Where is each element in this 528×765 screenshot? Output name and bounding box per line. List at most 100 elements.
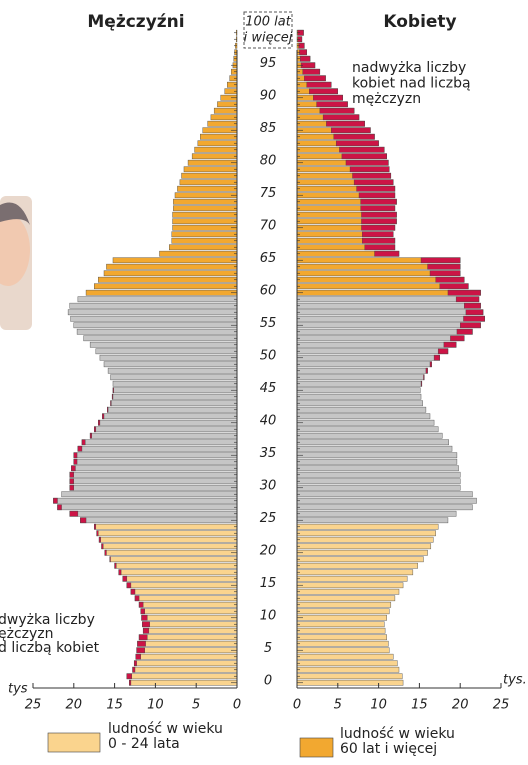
excess-bar [353,179,394,186]
bar [71,465,238,472]
bar [296,354,441,361]
excess-bar [316,101,348,108]
bar [296,452,458,459]
bar [296,309,484,316]
excess-bar [89,432,92,439]
excess-bar [142,627,150,634]
excess-bar [118,569,122,576]
x-tick-label: 10 [147,698,164,713]
bar [118,569,238,576]
excess-bar [81,439,86,446]
age-label: 50 [260,348,277,363]
legend-label: 0 - 24 lata [108,736,180,752]
bar [130,588,238,595]
x-tick-label: 20 [452,698,469,713]
bar [73,322,238,329]
excess-bar [433,354,441,361]
bar [98,276,238,283]
excess-bar [360,205,396,212]
bar [140,608,238,615]
oldest-label: 100 lat [245,15,292,30]
bar [142,621,238,628]
age-label: 40 [260,413,277,428]
bar [73,452,238,459]
excess-bar [464,302,481,309]
bar [181,172,238,179]
excess-bar [130,588,136,595]
bar [110,400,238,407]
excess-bar [133,660,137,667]
bar [296,484,461,491]
age-label: 75 [260,186,277,201]
bar [296,510,457,517]
bar [73,458,238,465]
age-label: 10 [260,608,277,623]
age-label: 85 [260,121,277,136]
excess-bar [349,166,390,173]
bar [77,296,238,303]
excess-bar [57,504,62,511]
excess-bar [137,640,146,647]
legend-swatch [47,732,101,753]
bar [138,634,238,641]
excess-bar [93,426,97,433]
bar [136,647,238,654]
bar [296,673,403,680]
bar [210,114,238,121]
bar [96,530,238,537]
excess-bar [132,666,136,673]
photo [0,196,32,330]
excess-bar [126,673,132,680]
annotation: mężczyzn [352,91,421,107]
bar [93,426,238,433]
bar [296,322,481,329]
excess-bar [135,653,141,660]
excess-bar [126,582,132,589]
excess-bar [138,634,148,641]
excess-bar [362,237,396,244]
excess-bar [93,523,97,530]
excess-bar [374,250,400,257]
bar [296,387,421,394]
excess-bar [69,484,75,491]
excess-bar [319,107,355,114]
bar [296,679,404,686]
bar [83,335,238,342]
age-label: 20 [260,543,277,558]
bar [67,309,238,316]
excess-bar [425,367,428,374]
age-label: 60 [260,283,277,298]
bar [296,341,457,348]
bar [296,419,435,426]
bar [296,393,422,400]
bar [296,556,424,563]
bar [133,660,238,667]
excess-bar [360,198,397,205]
bar [89,341,238,348]
bar [173,198,238,205]
age-label: 65 [260,251,277,266]
excess-bar [53,497,58,504]
bar [296,601,392,608]
x-tick-label: 20 [66,698,83,713]
excess-bar [460,322,481,329]
excess-bar [71,465,76,472]
bar [296,608,390,615]
excess-bar [114,562,117,569]
bar [171,231,238,238]
bar [296,432,443,439]
excess-bar [437,348,449,355]
bar [80,517,238,524]
bar [69,510,238,517]
bar [296,504,473,511]
age-label: 35 [260,446,277,461]
excess-bar [80,517,87,524]
bar [296,562,418,569]
bar [98,419,238,426]
bar [296,543,432,550]
bar [207,120,238,127]
bar [296,614,387,621]
age-label: 55 [260,316,277,331]
bar [61,491,238,498]
